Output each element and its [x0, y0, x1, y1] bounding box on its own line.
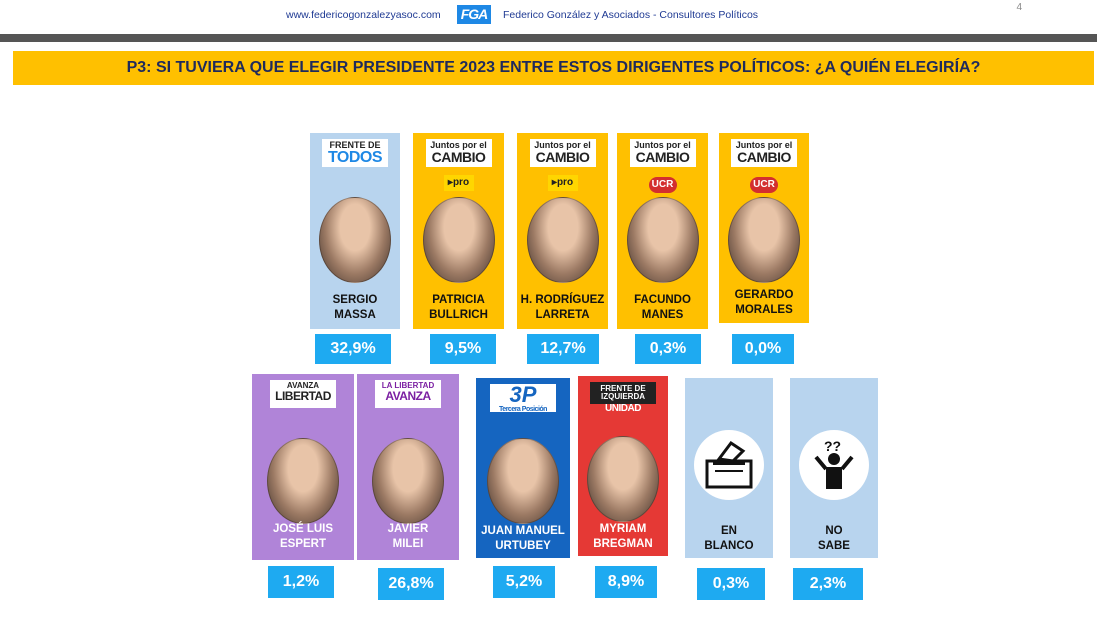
party-logo: Juntos por el CAMBIO: [629, 139, 696, 167]
party-logo-line2: CAMBIO: [635, 149, 690, 165]
party-logo-line2: Tercera Posición: [499, 406, 547, 413]
candidate-card-bullrich: Juntos por el CAMBIO ▸pro PATRICIA BULLRICH: [413, 133, 504, 329]
party-logo-line1: LA LIBERTAD: [381, 381, 435, 390]
party-sub-logo: ▸pro: [443, 175, 474, 191]
party-logo-line1: 3P: [509, 382, 537, 407]
svg-text:??: ??: [824, 438, 841, 454]
candidate-card-bregman: FRENTE DE IZQUIERDA UNIDAD MYRIAM BREGMAN: [578, 376, 668, 556]
party-logo: Juntos por el CAMBIO: [425, 139, 492, 167]
candidate-percentage-nosabe: 2,3%: [793, 568, 863, 600]
candidate-photo: [728, 197, 800, 283]
party-logo-line1: Juntos por el: [735, 140, 793, 150]
party-logo: Juntos por el CAMBIO: [529, 139, 596, 167]
party-logo-line1: Juntos por el: [634, 140, 691, 150]
party-logo-line2: AVANZA: [385, 389, 431, 403]
candidate-name: JAVIER MILEI: [387, 523, 429, 550]
candidate-card-larreta: Juntos por el CAMBIO ▸pro H. RODRÍGUEZ LARR…: [517, 133, 608, 329]
party-logo-line1: Juntos por el: [430, 140, 487, 150]
candidate-photo: [587, 436, 659, 522]
party-logo: Juntos por el CAMBIO: [731, 139, 797, 167]
party-logo-line2: TODOS: [327, 149, 383, 166]
candidate-percentage-milei: 26,8%: [378, 568, 444, 600]
candidate-name: PATRICIA BULLRICH: [429, 294, 488, 321]
candidate-photo: [267, 438, 339, 524]
candidate-percentage-morales: 0,0%: [732, 334, 794, 364]
candidate-card-urtubey: 3P Tercera Posición JUAN MANUEL URTUBEY: [476, 378, 570, 558]
header-divider: [0, 34, 1097, 42]
header-url[interactable]: www.federicogonzalezyasoc.com: [286, 9, 441, 21]
candidate-percentage-blanco: 0,3%: [697, 568, 765, 600]
candidate-photo: [319, 197, 391, 283]
candidate-name: EN BLANCO: [704, 525, 754, 552]
candidate-percentage-massa: 32,9%: [315, 334, 391, 364]
party-sub-logo: UCR: [750, 177, 778, 193]
ballot-box-icon: [694, 430, 764, 500]
candidate-card-espert: AVANZA LIBERTAD JOSÉ LUIS ESPERT: [252, 374, 354, 560]
candidate-name: GERARDO MORALES: [734, 289, 794, 316]
candidate-photo: [372, 438, 444, 524]
candidate-photo: [626, 197, 699, 283]
candidate-percentage-larreta: 12,7%: [527, 334, 599, 364]
party-logo: 3P Tercera Posición: [490, 382, 556, 413]
candidate-name: SERGIO MASSA: [332, 294, 378, 321]
party-logo-line2: CAMBIO: [431, 149, 486, 165]
candidate-percentage-bregman: 8,9%: [595, 566, 657, 598]
candidate-name: JUAN MANUEL URTUBEY: [481, 525, 565, 552]
candidate-percentage-espert: 1,2%: [268, 566, 334, 598]
candidate-name: MYRIAM BREGMAN: [593, 523, 653, 550]
party-logo-line1: FRENTE DE IZQUIERDA: [600, 384, 646, 401]
party-sub-logo: UCR: [648, 177, 677, 193]
candidate-card-blanco: EN BLANCO: [685, 378, 773, 558]
fga-logo: FGA: [457, 5, 491, 24]
party-logo-line1: AVANZA: [286, 381, 320, 390]
party-logo-line1: FRENTE DE: [329, 140, 381, 150]
page-number: 4: [1016, 2, 1022, 13]
candidate-name: FACUNDO MANES: [634, 294, 691, 321]
party-logo: FRENTE DE IZQUIERDA UNIDAD: [590, 382, 656, 414]
party-sub-logo: ▸pro: [547, 175, 578, 191]
candidate-card-manes: Juntos por el CAMBIO UCR FACUNDO MANES: [617, 133, 708, 329]
party-logo: FRENTE DE TODOS: [322, 139, 388, 167]
candidate-photo: [487, 438, 559, 524]
party-logo-line2: CAMBIO: [737, 149, 791, 165]
candidate-name: NO SABE: [818, 525, 850, 552]
party-logo-line1: Juntos por el: [534, 140, 591, 150]
candidate-card-milei: LA LIBERTAD AVANZA JAVIER MILEI: [357, 374, 459, 560]
candidate-name: H. RODRÍGUEZ LARRETA: [520, 294, 605, 321]
party-logo-line2: CAMBIO: [535, 149, 590, 165]
party-logo-line2: LIBERTAD: [275, 389, 331, 403]
candidate-card-nosabe: ?? NO SABE: [790, 378, 878, 558]
question-person-icon: ??: [799, 430, 869, 500]
party-logo: AVANZA LIBERTAD: [270, 380, 336, 408]
candidate-photo: [526, 197, 599, 283]
candidate-card-morales: Juntos por el CAMBIO UCR GERARDO MORALES: [719, 133, 809, 323]
candidate-percentage-manes: 0,3%: [635, 334, 701, 364]
question-title: P3: SI TUVIERA QUE ELEGIR PRESIDENTE 202…: [13, 51, 1094, 85]
header-firm: Federico González y Asociados - Consulto…: [503, 9, 759, 21]
party-logo-line2: UNIDAD: [590, 404, 656, 414]
candidate-percentage-urtubey: 5,2%: [493, 566, 555, 598]
candidate-name: JOSÉ LUIS ESPERT: [272, 523, 334, 550]
candidate-percentage-bullrich: 9,5%: [430, 334, 496, 364]
candidate-photo: [422, 197, 495, 283]
party-logo: LA LIBERTAD AVANZA: [375, 380, 441, 408]
candidate-card-massa: FRENTE DE TODOS SERGIO MASSA: [310, 133, 400, 329]
page-header: www.federicogonzalezyasoc.com FGA Federi…: [0, 0, 1097, 42]
